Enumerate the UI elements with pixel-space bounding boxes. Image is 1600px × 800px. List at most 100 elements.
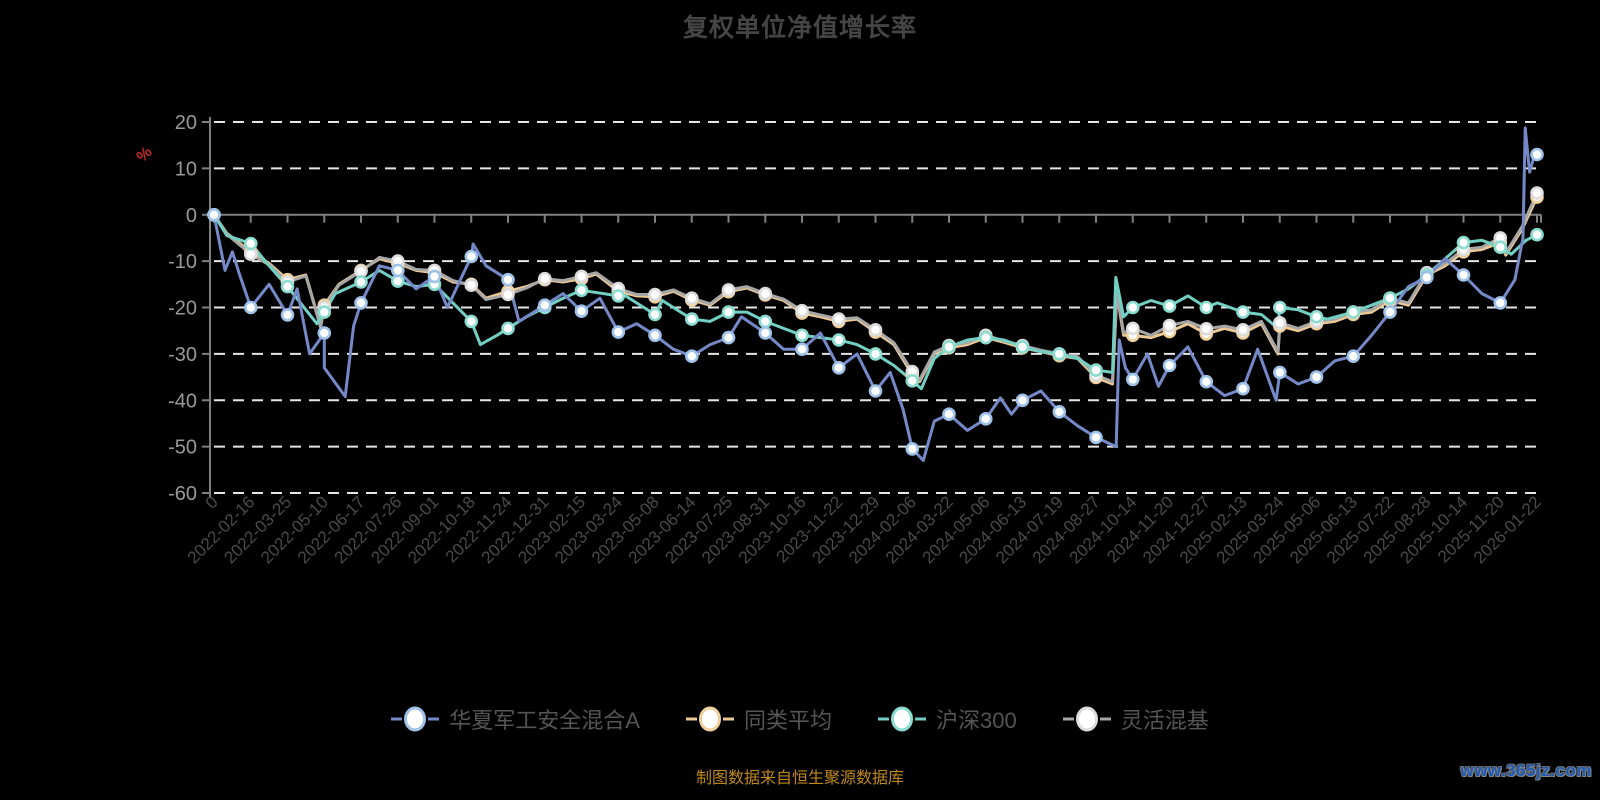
series-marker-csi300-19 [905, 373, 920, 388]
series-marker-csi300-25 [1126, 300, 1140, 315]
series-marker-fund-30 [1309, 370, 1324, 384]
series-marker-fund-6 [427, 269, 442, 284]
series-marker-csi300-2 [280, 279, 295, 294]
series-marker-flexible-mixed-4 [354, 264, 368, 279]
series-marker-flexible-mixed-10 [574, 269, 589, 284]
series-marker-fund-36 [1530, 147, 1544, 162]
series-marker-fund-8 [501, 272, 515, 287]
series-marker-flexible-mixed-18 [868, 322, 883, 337]
series-marker-fund-5 [390, 263, 405, 278]
series-marker-flexible-mixed-12 [648, 287, 662, 302]
series-marker-fund-17 [831, 360, 846, 375]
legend-label-category-average: 同类平均 [743, 708, 832, 733]
series-marker-csi300-15 [758, 314, 773, 329]
series-marker-csi300-17 [831, 333, 846, 347]
data-source-note: 制图数据来自恒生聚源数据库 [695, 770, 904, 787]
x-axis-label-0: 0 [202, 492, 222, 512]
series-marker-csi300-7 [464, 314, 479, 329]
chart-title: 复权单位净值增长率 [682, 14, 917, 42]
legend-item-flexible-mixed[interactable]: 灵活混基 [1062, 703, 1209, 735]
series-marker-flexible-mixed-36 [1530, 186, 1544, 200]
series-marker-fund-3 [317, 326, 332, 340]
series-marker-fund-2 [280, 308, 295, 322]
legend-item-category-average[interactable]: 同类平均 [685, 703, 832, 735]
series-marker-csi300-29 [1273, 300, 1287, 315]
series-marker-csi300-12 [648, 307, 662, 322]
series-marker-fund-32 [1383, 305, 1397, 319]
series-marker-csi300-35 [1493, 240, 1508, 254]
series-marker-flexible-mixed-17 [831, 312, 846, 326]
series-marker-csi300-13 [684, 312, 699, 326]
series-line-csi300 [212, 213, 1539, 391]
series-marker-csi300-22 [1015, 340, 1030, 354]
series-marker-csi300-21 [978, 330, 993, 345]
series-marker-fund-24 [1089, 430, 1103, 445]
series-marker-csi300-23 [1052, 347, 1067, 361]
series-marker-fund-27 [1199, 374, 1214, 389]
series-marker-csi300-27 [1199, 300, 1214, 315]
series-marker-csi300-8 [501, 321, 515, 336]
series-marker-fund-34 [1456, 268, 1471, 282]
y-axis-label-10: 10 [175, 158, 197, 180]
series-marker-flexible-mixed-9 [537, 271, 552, 286]
watermark-link[interactable]: www.365jz.com [1460, 761, 1592, 780]
series-marker-fund-14 [721, 330, 736, 345]
y-axis-label--20: -20 [168, 298, 197, 320]
series-marker-csi300-11 [611, 289, 626, 303]
y-axis-label-20: 20 [175, 112, 197, 134]
series-marker-csi300-36 [1530, 227, 1544, 242]
series-marker-fund-28 [1236, 381, 1250, 396]
series-marker-csi300-4 [354, 275, 368, 289]
legend-item-csi300[interactable]: 沪深300 [877, 703, 1017, 735]
series-marker-flexible-mixed-8 [501, 287, 515, 302]
series-marker-fund-33 [1420, 270, 1434, 285]
series-marker-flexible-mixed-7 [464, 278, 479, 293]
series-marker-fund-26 [1162, 358, 1177, 373]
series-marker-fund-35 [1493, 296, 1508, 310]
series-marker-fund-1 [244, 300, 258, 315]
series-marker-fund-22 [1015, 393, 1030, 408]
series-marker-csi300-1 [244, 236, 258, 251]
legend-label-flexible-mixed: 灵活混基 [1120, 708, 1209, 733]
series-marker-fund-19 [905, 442, 920, 456]
series-marker-fund-12 [648, 328, 662, 343]
series-marker-csi300-28 [1236, 305, 1250, 319]
series-marker-csi300-32 [1383, 291, 1397, 306]
legend-marker-category-average-icon [685, 706, 734, 732]
legend-marker-fund-icon [391, 706, 440, 732]
series-marker-fund-31 [1346, 349, 1361, 364]
series-marker-fund-15 [758, 326, 773, 340]
series-marker-csi300-5 [390, 274, 405, 288]
series-marker-csi300-18 [868, 347, 883, 361]
legend: 华夏军工安全混合A 同类平均 沪深300 灵活混基 [0, 703, 1600, 735]
series-marker-fund-10 [574, 304, 589, 319]
series-marker-flexible-mixed-25 [1126, 321, 1140, 336]
y-axis-label--60: -60 [168, 483, 197, 505]
series-marker-csi300-3 [317, 305, 332, 319]
series-marker-flexible-mixed-15 [758, 286, 773, 301]
series-marker-flexible-mixed-28 [1236, 322, 1250, 337]
series-line-fund [212, 126, 1539, 462]
series-marker-fund-13 [684, 349, 699, 364]
y-axis-label--30: -30 [168, 344, 197, 366]
series-marker-fund-20 [942, 407, 956, 422]
series-marker-flexible-mixed-29 [1273, 315, 1287, 330]
series-marker-fund-9 [537, 298, 552, 313]
legend-label-fund: 华夏军工安全混合A [449, 708, 640, 733]
series-marker-csi300-16 [795, 328, 809, 343]
series-marker-csi300-26 [1162, 299, 1177, 313]
legend-marker-flexible-mixed-icon [1062, 706, 1111, 732]
legend-item-fund[interactable]: 华夏军工安全混合A [391, 703, 640, 735]
series-marker-csi300-31 [1346, 305, 1361, 319]
legend-label-csi300: 沪深300 [935, 708, 1017, 733]
series-marker-fund-18 [868, 384, 883, 398]
series-marker-fund-29 [1273, 365, 1287, 380]
y-axis-label-0: 0 [186, 205, 197, 227]
legend-marker-csi300-icon [877, 706, 926, 732]
series-marker-flexible-mixed-1 [244, 247, 258, 261]
series-marker-csi300-34 [1456, 235, 1471, 250]
series-marker-csi300-14 [721, 305, 736, 319]
series-marker-fund-0 [207, 208, 221, 222]
series-marker-fund-16 [795, 342, 809, 357]
